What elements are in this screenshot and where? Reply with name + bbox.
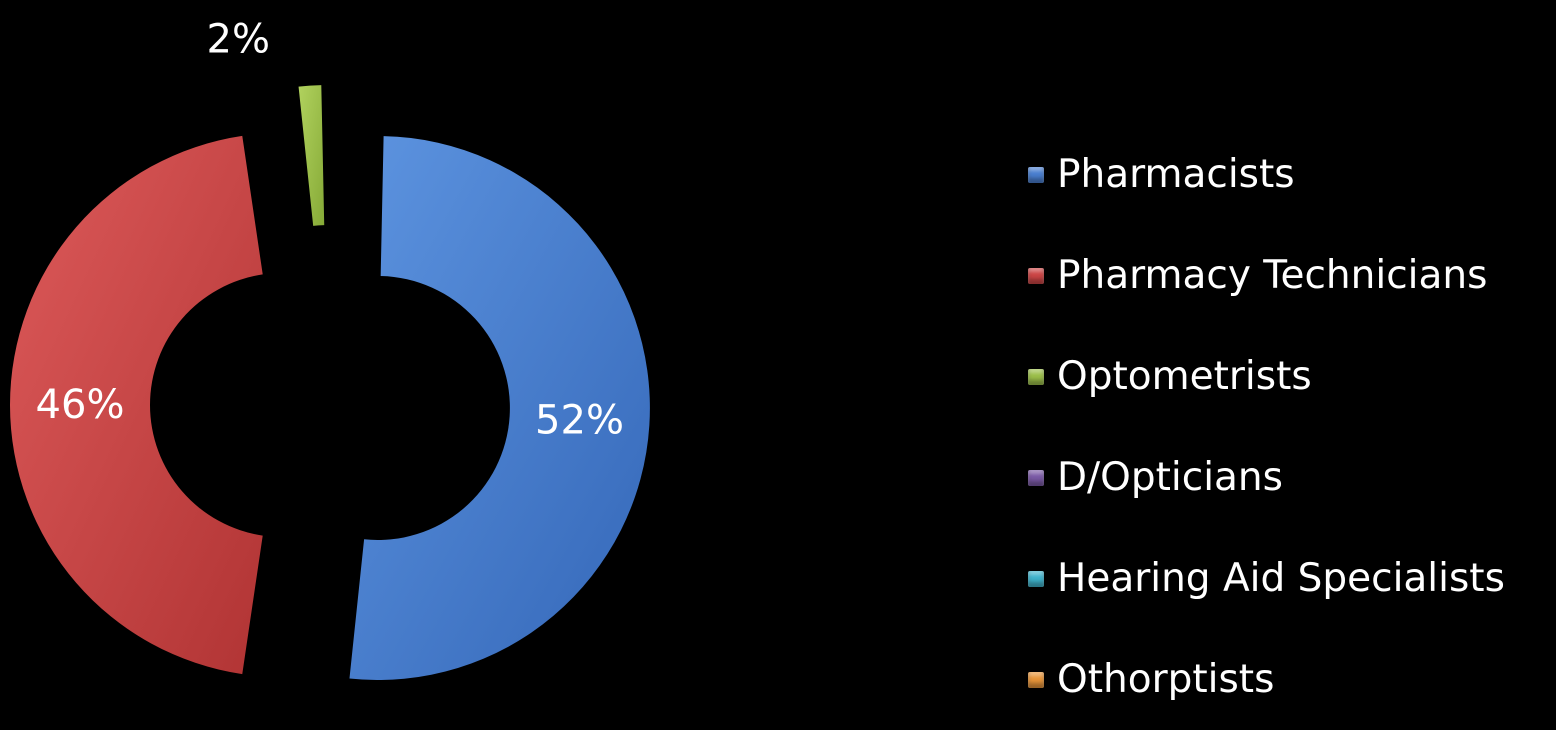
slice-optometrists [298, 85, 325, 226]
legend-label: Optometrists [1057, 354, 1312, 399]
legend-swatch [1028, 469, 1044, 486]
data-label-optometrists: 2% [207, 16, 270, 62]
chart-legend: Pharmacists Pharmacy Technicians Optomet… [1028, 124, 1505, 730]
legend-label: Hearing Aid Specialists [1057, 556, 1505, 601]
legend-swatch [1028, 671, 1044, 688]
legend-item-othorptists: Othorptists [1028, 629, 1505, 730]
data-label-pharmacy-technicians: 46% [36, 382, 125, 428]
legend-label: Pharmacists [1057, 152, 1295, 197]
legend-label: Pharmacy Technicians [1057, 253, 1488, 298]
legend-item-optometrists: Optometrists [1028, 326, 1505, 427]
legend-swatch [1028, 368, 1044, 385]
data-label-pharmacists: 52% [535, 398, 624, 444]
legend-item-d-opticians: D/Opticians [1028, 427, 1505, 528]
legend-swatch [1028, 267, 1044, 284]
legend-item-pharmacy-technicians: Pharmacy Technicians [1028, 225, 1505, 326]
slice-pharmacy-technicians [9, 135, 263, 675]
legend-swatch [1028, 166, 1044, 183]
doughnut-chart: 52% 46% 2% [9, 16, 650, 681]
legend-label: Othorptists [1057, 657, 1275, 702]
legend-label: D/Opticians [1057, 455, 1283, 500]
legend-item-pharmacists: Pharmacists [1028, 124, 1505, 225]
legend-item-hearing-aid-specialists: Hearing Aid Specialists [1028, 528, 1505, 629]
slice-pharmacists [349, 136, 650, 681]
legend-swatch [1028, 570, 1044, 587]
